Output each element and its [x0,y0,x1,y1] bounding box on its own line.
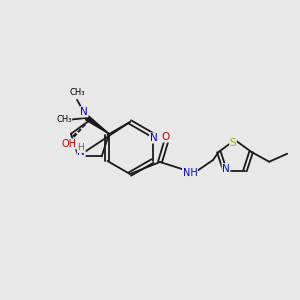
Text: O: O [162,132,170,142]
Text: N: N [150,133,158,143]
Text: N: N [222,164,230,174]
Text: N: N [77,147,85,157]
Text: OH: OH [61,139,76,149]
Text: CH₃: CH₃ [69,88,85,97]
Text: S: S [230,138,236,148]
Text: CH₃: CH₃ [56,115,72,124]
Polygon shape [85,116,109,134]
Text: NH: NH [183,168,197,178]
Text: N: N [80,107,88,117]
Text: H: H [78,143,84,152]
